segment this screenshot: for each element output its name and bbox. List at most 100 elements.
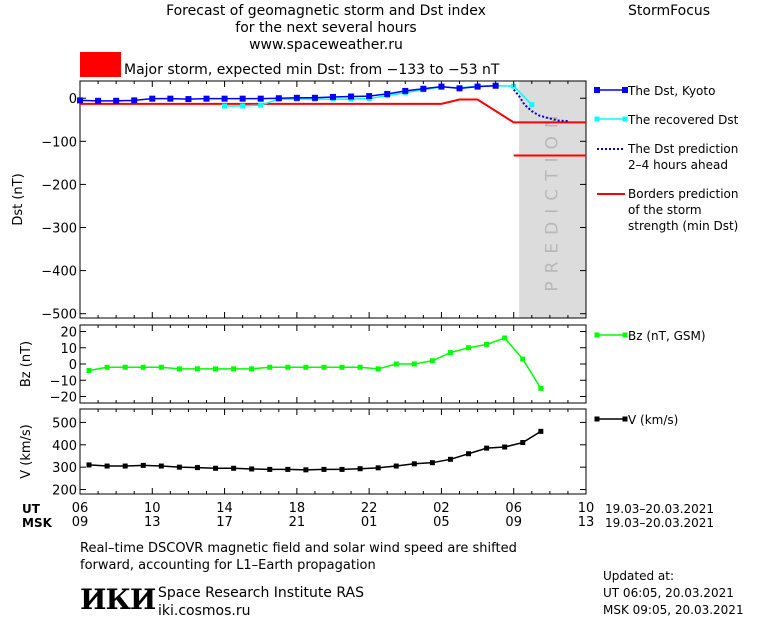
v-point <box>194 465 200 471</box>
v-ylabel: V (km/s) <box>19 424 34 479</box>
institute-url[interactable]: iki.cosmos.ru <box>158 603 251 619</box>
v-point <box>447 456 453 462</box>
dst-ylabel: Dst (nT) <box>11 173 26 225</box>
legend-bz-marker <box>594 332 600 338</box>
legend: The Dst, Kyoto The recovered Dst The Dst p… <box>594 84 739 427</box>
dst-ytick-label: −300 <box>41 222 77 237</box>
v-point <box>429 460 435 466</box>
dst-kyoto-point <box>330 93 336 100</box>
bz-point <box>158 364 164 370</box>
bz-point <box>321 364 327 370</box>
updated-msk: MSK 09:05, 20.03.2021 <box>603 603 744 617</box>
dst-kyoto-point <box>492 82 499 89</box>
bz-ytick-label: −20 <box>50 391 77 406</box>
dst-kyoto-point <box>402 87 409 94</box>
msk-tick-label: 01 <box>360 515 378 530</box>
bz-ylabel: Bz (nT) <box>19 341 34 387</box>
dst-kyoto-point <box>311 94 318 101</box>
dst-kyoto-point <box>384 90 391 97</box>
bz-point <box>104 364 110 370</box>
footnote-line1: Real–time DSCOVR magnetic field and sola… <box>80 541 517 556</box>
dst-kyoto-point <box>474 83 481 90</box>
msk-tick-label: 17 <box>216 515 233 530</box>
bz-point <box>231 366 237 372</box>
v-ytick-label: 200 <box>52 484 77 499</box>
msk-date: 19.03–20.03.2021 <box>605 516 715 530</box>
v-point <box>520 440 526 446</box>
bz-ytick-label: 10 <box>60 342 77 357</box>
dst-kyoto-point <box>348 93 355 100</box>
institute-name: Space Research Institute RAS <box>158 585 364 601</box>
bz-point <box>447 350 453 356</box>
legend-bz-label: Bz (nT, GSM) <box>628 329 706 343</box>
v-point <box>158 463 164 469</box>
legend-v-marker <box>622 416 628 422</box>
dst-kyoto-point <box>456 85 463 92</box>
legend-dst-marker <box>594 87 600 93</box>
border-upper-line <box>80 98 586 124</box>
legend-bz-marker <box>622 332 628 338</box>
dst-kyoto-point <box>275 95 282 102</box>
legend-recovered-marker <box>594 116 600 122</box>
v-point <box>231 465 237 471</box>
legend-dst-marker <box>622 87 628 93</box>
v-frame <box>79 408 587 495</box>
v-point <box>285 466 291 472</box>
brand-label: StormFocus <box>628 3 711 19</box>
dst-kyoto-point <box>77 97 83 104</box>
dst-ytick-label: 0 <box>69 92 77 107</box>
dst-kyoto-point <box>293 94 300 101</box>
website-label[interactable]: www.spaceweather.ru <box>249 37 403 53</box>
bz-point <box>375 366 381 372</box>
dst-kyoto-point <box>185 96 192 103</box>
dst-kyoto-point <box>167 95 174 102</box>
legend-borders-label-1: Borders prediction <box>628 187 739 201</box>
legend-borders-label-2: of the storm <box>628 203 702 217</box>
v-point <box>249 466 255 472</box>
v-point <box>375 465 381 471</box>
bz-point <box>285 364 291 370</box>
v-point <box>357 466 363 472</box>
dst-kyoto-point <box>113 97 120 104</box>
bz-point <box>411 361 417 367</box>
bz-point <box>538 385 544 391</box>
v-panel: 500 400 300 200 V (km/s) <box>19 408 587 499</box>
bz-point <box>303 364 309 370</box>
recovered-dst-point <box>258 102 264 108</box>
v-point <box>213 465 219 471</box>
storm-level-swatch <box>80 52 121 77</box>
dst-kyoto-line <box>79 84 496 102</box>
bz-point <box>357 364 363 370</box>
bz-ytick-label: 20 <box>60 326 77 341</box>
dst-ytick-label: −500 <box>41 308 77 323</box>
updated-ut: UT 06:05, 20.03.2021 <box>603 586 734 600</box>
v-ytick-label: 300 <box>52 461 77 476</box>
ut-tick-label: 14 <box>216 501 233 516</box>
prediction-label: PREDICTION <box>543 107 563 291</box>
bz-point <box>520 356 526 362</box>
bz-point <box>267 364 273 370</box>
v-point <box>411 461 417 467</box>
ut-tick-label: 02 <box>433 501 450 516</box>
ut-tick-label: 06 <box>71 501 89 516</box>
v-point <box>538 428 544 434</box>
dst-ytick-label: −400 <box>41 265 77 280</box>
msk-label: MSK <box>22 516 52 530</box>
bz-point <box>213 366 219 372</box>
bz-point <box>502 335 508 341</box>
legend-recovered-marker <box>622 116 628 122</box>
updated-label: Updated at: <box>603 569 674 583</box>
v-point <box>393 463 399 469</box>
legend-v-label: V (km/s) <box>628 413 678 427</box>
iki-logo: ИКИ <box>80 583 156 616</box>
v-point <box>140 462 146 468</box>
dst-kyoto-point <box>420 85 427 92</box>
v-point <box>176 464 182 470</box>
v-point <box>122 463 128 469</box>
legend-prediction-label-1: The Dst prediction <box>627 142 738 156</box>
chart-title: Forecast of geomagnetic storm and Dst in… <box>166 3 486 19</box>
bz-point <box>339 364 345 370</box>
v-line <box>88 430 542 471</box>
